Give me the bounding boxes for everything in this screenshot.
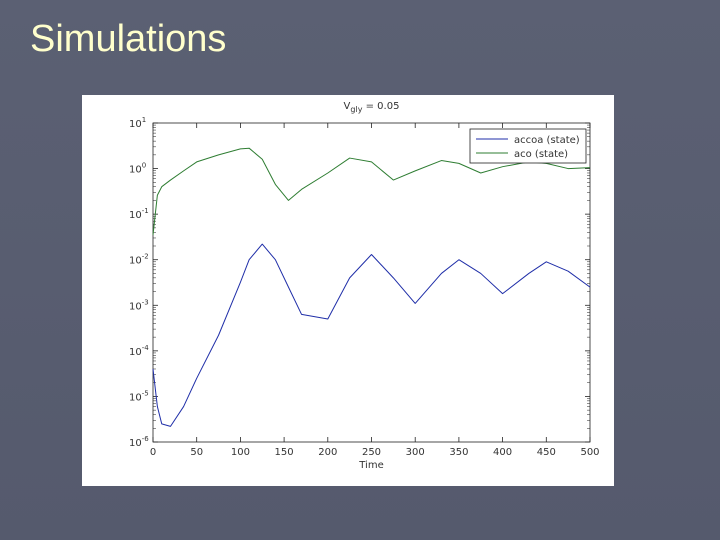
- x-tick-label: 500: [580, 447, 599, 458]
- y-tick-base: 10: [129, 256, 142, 267]
- y-tick-label: 10-6: [129, 435, 149, 449]
- y-tick-label: 10-1: [129, 207, 149, 221]
- y-tick-base: 10: [129, 438, 142, 449]
- y-tick-exponent: -2: [142, 253, 149, 261]
- title-sub: gly: [350, 105, 362, 114]
- y-tick-exponent: 1: [142, 116, 146, 124]
- slide-title: Simulations: [30, 18, 227, 60]
- title-main: V: [344, 101, 351, 112]
- y-tick-label: 10-4: [129, 344, 149, 358]
- y-tick-base: 10: [129, 165, 142, 176]
- x-tick-label: 50: [190, 447, 203, 458]
- y-tick-exponent: -4: [142, 344, 150, 352]
- y-tick-base: 10: [129, 392, 142, 403]
- x-tick-label: 150: [275, 447, 294, 458]
- x-tick-label: 200: [318, 447, 337, 458]
- y-tick-label: 10-2: [129, 253, 149, 267]
- y-tick-label: 101: [129, 116, 146, 130]
- series-line: [152, 147, 591, 235]
- chart: Vgly = 0.050 50 100 150 200 250 300 350 400 450 50…: [82, 95, 614, 486]
- y-tick-exponent: -1: [142, 207, 149, 215]
- y-tick-label: 10-5: [129, 389, 149, 403]
- y-tick-exponent: -6: [142, 435, 150, 443]
- y-tick-base: 10: [129, 347, 142, 358]
- legend-label: accoa (state): [514, 135, 580, 146]
- series-line: [152, 243, 591, 427]
- x-tick-label: 300: [406, 447, 425, 458]
- legend-box: [469, 128, 587, 164]
- y-tick-base: 10: [129, 301, 142, 312]
- x-axis-label: Time: [358, 460, 383, 471]
- x-tick-label: 100: [231, 447, 250, 458]
- chart-title: Vgly = 0.05: [344, 101, 400, 114]
- legend-label: aco (state): [514, 149, 568, 160]
- y-tick-exponent: -5: [142, 389, 149, 397]
- y-tick-label: 100: [129, 162, 146, 176]
- y-tick-label: 10-3: [129, 298, 149, 312]
- x-tick-label: 0: [150, 447, 156, 458]
- x-tick-label: 450: [537, 447, 556, 458]
- y-tick-exponent: -3: [142, 298, 149, 306]
- y-tick-base: 10: [129, 210, 142, 221]
- x-tick-label: 400: [493, 447, 512, 458]
- title-rest: = 0.05: [362, 101, 399, 112]
- y-tick-base: 10: [129, 119, 142, 130]
- x-tick-label: 250: [362, 447, 381, 458]
- x-tick-label: 350: [449, 447, 468, 458]
- y-tick-exponent: 0: [142, 162, 146, 170]
